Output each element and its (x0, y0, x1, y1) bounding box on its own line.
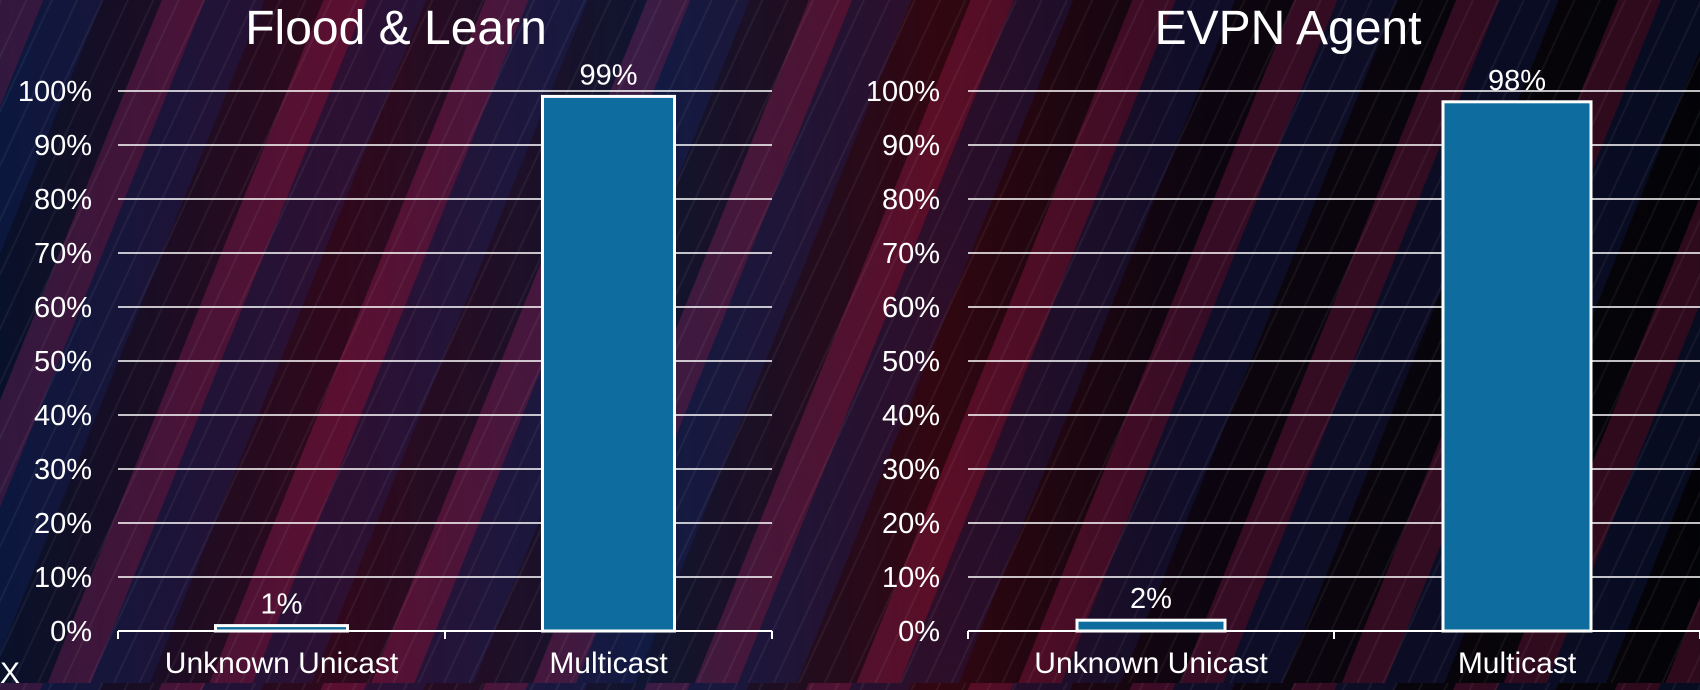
y-tick-label: 40% (34, 400, 92, 432)
y-tick-label: 50% (34, 346, 92, 378)
chart-title: Flood & Learn (245, 2, 547, 55)
bar (541, 94, 676, 633)
chart-flood-and-learn: Flood & Learn 0% 10% 20% 30% 40% 50% 60% 70% 80%… (0, 0, 850, 683)
y-tick-label: 70% (882, 238, 940, 270)
y-tick-label: 50% (882, 346, 940, 378)
chart-evpn-agent: EVPN Agent 0% 10% 20% 30% 40% 50% 60% 70% 80% 90%… (850, 0, 1700, 683)
y-tick-label: 60% (34, 292, 92, 324)
x-category-label: Multicast (1458, 647, 1577, 680)
bar-chart-svg: 0% 10% 20% 30% 40% 50% 60% 70% 80% 90% 100% 2% Unkno… (866, 65, 1700, 680)
y-tick-label: 100% (866, 76, 940, 108)
y-tick-label: 80% (34, 184, 92, 216)
chart-title: EVPN Agent (1154, 2, 1422, 55)
y-tick-label: 90% (34, 130, 92, 162)
stray-glyph: X (0, 657, 21, 690)
data-label: 99% (579, 59, 637, 91)
bar-chart-svg: 0% 10% 20% 30% 40% 50% 60% 70% 80% 90% 100% 1% Unkno… (18, 59, 773, 680)
bar (214, 624, 349, 633)
y-tick-label: 10% (882, 562, 940, 594)
y-tick-label: 30% (34, 454, 92, 486)
y-tick-label: 30% (882, 454, 940, 486)
y-tick-label: 80% (882, 184, 940, 216)
y-tick-label: 100% (18, 76, 92, 108)
y-tick-label: 0% (50, 616, 92, 648)
data-label: 2% (1130, 583, 1172, 615)
data-label: 98% (1488, 65, 1546, 97)
x-category-label: Multicast (549, 647, 668, 680)
y-tick-label: 60% (882, 292, 940, 324)
y-tick-label: 90% (882, 130, 940, 162)
x-category-label: Unknown Unicast (1034, 647, 1268, 680)
y-tick-label: 70% (34, 238, 92, 270)
data-label: 1% (261, 589, 303, 621)
x-category-label: Unknown Unicast (165, 647, 399, 680)
bar (1441, 100, 1593, 633)
y-tick-label: 40% (882, 400, 940, 432)
y-tick-label: 10% (34, 562, 92, 594)
y-tick-label: 0% (898, 616, 940, 648)
bar (1075, 618, 1227, 633)
y-tick-label: 20% (882, 508, 940, 540)
y-tick-label: 20% (34, 508, 92, 540)
